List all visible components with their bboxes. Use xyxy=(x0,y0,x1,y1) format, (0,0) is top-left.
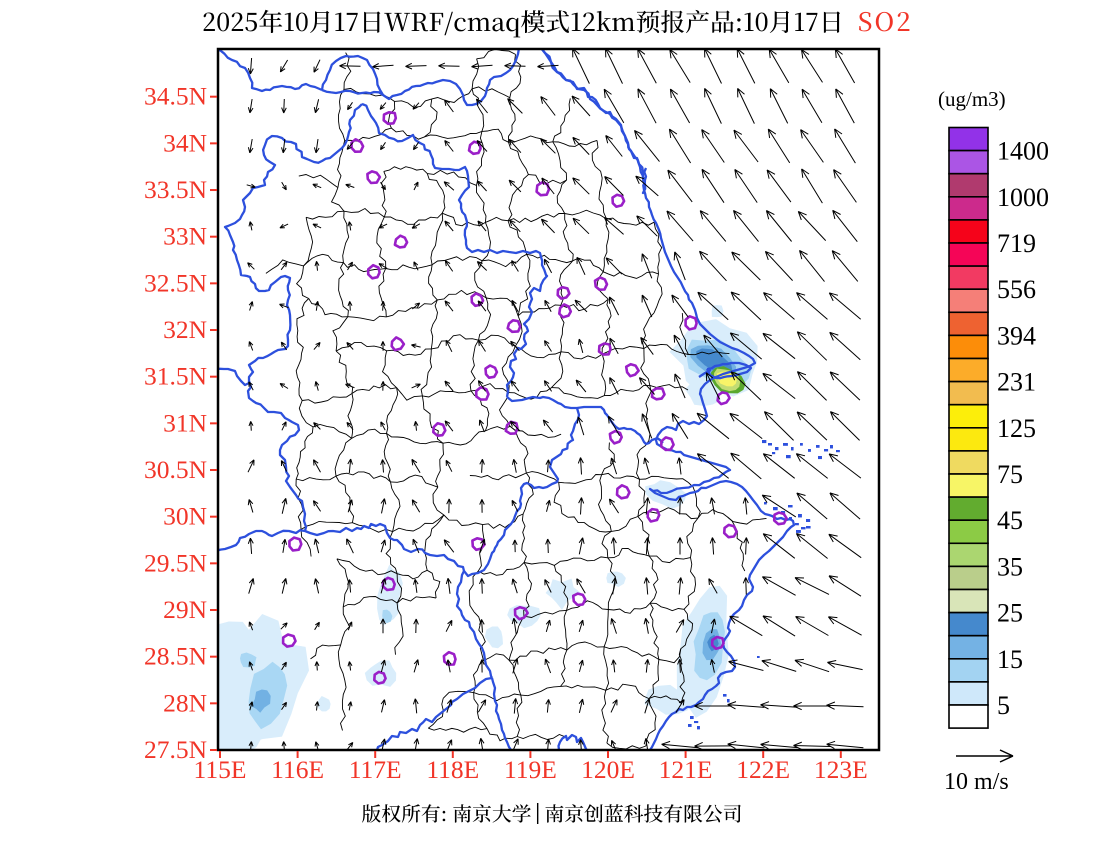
svg-text:118E: 118E xyxy=(426,755,479,784)
svg-text:117E: 117E xyxy=(349,755,402,784)
svg-text:45: 45 xyxy=(997,506,1023,535)
svg-text:123E: 123E xyxy=(814,755,868,784)
svg-text:34N: 34N xyxy=(163,128,207,157)
svg-text:75: 75 xyxy=(997,460,1023,489)
svg-text:115E: 115E xyxy=(194,755,247,784)
svg-text:15: 15 xyxy=(997,645,1023,674)
svg-text:5: 5 xyxy=(997,691,1010,720)
svg-text:25: 25 xyxy=(997,599,1023,628)
svg-text:719: 719 xyxy=(997,229,1036,258)
svg-text:27.5N: 27.5N xyxy=(144,735,207,764)
svg-text:30N: 30N xyxy=(163,502,207,531)
svg-text:10 m/s: 10 m/s xyxy=(944,769,1009,795)
svg-text:31.5N: 31.5N xyxy=(144,362,207,391)
svg-text:231: 231 xyxy=(997,368,1036,397)
svg-text:34.5N: 34.5N xyxy=(144,82,207,111)
svg-text:121E: 121E xyxy=(659,755,713,784)
svg-text:29.5N: 29.5N xyxy=(144,548,207,577)
svg-text:394: 394 xyxy=(997,321,1036,350)
svg-text:35: 35 xyxy=(997,552,1023,581)
svg-text:29N: 29N xyxy=(163,595,207,624)
svg-text:33N: 33N xyxy=(163,222,207,251)
svg-text:122E: 122E xyxy=(736,755,790,784)
svg-text:120E: 120E xyxy=(581,755,635,784)
svg-text:1400: 1400 xyxy=(997,137,1049,166)
svg-text:556: 556 xyxy=(997,275,1036,304)
svg-text:125: 125 xyxy=(997,414,1036,443)
svg-text:32N: 32N xyxy=(163,315,207,344)
svg-text:31N: 31N xyxy=(163,408,207,437)
svg-text:116E: 116E xyxy=(271,755,324,784)
svg-text:33.5N: 33.5N xyxy=(144,175,207,204)
svg-text:(ug/m3): (ug/m3) xyxy=(938,87,1006,111)
svg-text:30.5N: 30.5N xyxy=(144,455,207,484)
svg-text:1000: 1000 xyxy=(997,183,1049,212)
svg-text:32.5N: 32.5N xyxy=(144,268,207,297)
svg-text:28.5N: 28.5N xyxy=(144,642,207,671)
svg-text:28N: 28N xyxy=(163,688,207,717)
svg-text:119E: 119E xyxy=(504,755,557,784)
